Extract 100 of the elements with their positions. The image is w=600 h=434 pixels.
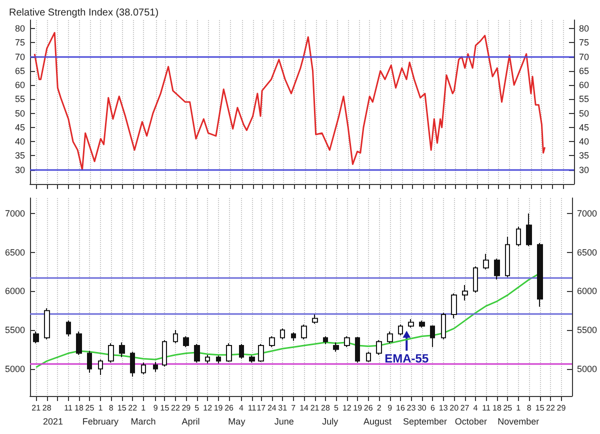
x-tick-label: 2: [376, 404, 382, 412]
y-tick-label: 6000: [4, 286, 25, 296]
x2-tick-label: 2021: [42, 416, 63, 426]
y2-tick-label: 65: [579, 66, 590, 76]
x-tick-label: 20: [450, 404, 460, 412]
y2-tick-label: 50: [579, 108, 590, 118]
candlestick: [516, 226, 521, 247]
candlestick: [291, 332, 296, 342]
x-tick-label: 30: [417, 404, 427, 412]
x-tick-label: 4: [473, 404, 478, 412]
candlestick: [398, 324, 403, 336]
x2-tick-label: November: [498, 416, 540, 426]
candlestick: [333, 342, 339, 352]
candlestick: [258, 343, 264, 362]
candlestick: [239, 343, 244, 360]
candlestick: [249, 355, 255, 364]
x-tick-label: 31: [278, 404, 288, 412]
y2-tick-label: 40: [579, 136, 590, 147]
x-tick-label: 11: [482, 404, 491, 412]
x-tick-label: 18: [74, 404, 84, 412]
candlestick: [537, 242, 543, 308]
candlestick: [451, 293, 457, 319]
candlestick: [355, 336, 360, 364]
y-tick-label: 35: [14, 150, 25, 161]
x-tick-label: 27: [460, 404, 470, 412]
candlestick: [344, 336, 350, 348]
x-tick-label: 24: [267, 404, 277, 412]
x-tick-label: 22: [170, 404, 180, 412]
y-tick-label: 30: [14, 164, 25, 175]
x-tick-label: 1: [141, 404, 146, 412]
x-tick-label: 29: [556, 404, 566, 412]
x-tick-label: 28: [42, 404, 52, 412]
annotation: EMA-55: [384, 352, 429, 366]
candlestick: [408, 318, 414, 328]
candlestick: [173, 330, 178, 344]
x2-tick-label: September: [402, 416, 448, 426]
candlestick: [269, 336, 275, 348]
x2-tick-label: June: [274, 416, 294, 426]
y-tick-label: 40: [14, 136, 25, 147]
y2-tick-label: 45: [579, 122, 590, 132]
y2-tick-label: 5500: [576, 325, 598, 335]
x-tick-label: 14: [300, 404, 310, 412]
x2-tick-label: July: [322, 416, 339, 426]
y-tick-label: 75: [14, 38, 25, 48]
y2-tick-label: 6500: [576, 247, 598, 258]
y2-tick-label: 7000: [576, 208, 598, 219]
candlestick: [162, 340, 167, 367]
y-tick-label: 5500: [4, 325, 25, 335]
x-tick-label: 28: [321, 404, 330, 412]
y2-tick-label: 55: [579, 94, 590, 104]
y-tick-label: 6500: [4, 247, 25, 258]
x2-tick-label: October: [454, 416, 487, 426]
x-tick-label: 9: [153, 404, 158, 412]
candlestick: [216, 355, 221, 364]
candlestick: [441, 312, 446, 340]
x-tick-label: 25: [85, 404, 95, 412]
candlestick: [505, 236, 510, 278]
x-tick-label: 13: [438, 404, 448, 412]
candlestick: [483, 253, 489, 270]
x-tick-label: 11: [248, 404, 257, 412]
x-tick-label: 1: [98, 404, 104, 412]
x-tick-label: 19: [214, 404, 224, 412]
x-tick-label: 19: [353, 404, 363, 412]
y2-tick-label: 60: [579, 80, 590, 90]
candlestick: [526, 213, 532, 247]
y-tick-label: 80: [14, 23, 25, 34]
x-tick-label: 9: [388, 404, 393, 412]
x2-tick-label: February: [82, 416, 119, 426]
y-tick-label: 60: [14, 80, 25, 90]
x-tick-label: 6: [430, 404, 436, 412]
y2-tick-label: 80: [579, 23, 590, 34]
candlestick: [312, 314, 318, 324]
candlestick: [366, 351, 371, 362]
x2-tick-label: March: [130, 416, 156, 426]
candlestick: [44, 308, 50, 340]
candlestick: [153, 361, 158, 372]
x2-tick-label: May: [228, 416, 246, 426]
y2-tick-label: 35: [579, 150, 590, 161]
candlestick: [462, 284, 468, 301]
x-tick-label: 16: [396, 404, 406, 412]
x-tick-label: 22: [546, 404, 556, 412]
candlestick: [494, 258, 500, 280]
y2-tick-label: 5000: [576, 364, 598, 374]
candlestick: [280, 328, 285, 340]
x-tick-label: 18: [492, 404, 502, 412]
x-tick-label: 5: [194, 404, 200, 412]
x-tick-label: 15: [160, 404, 170, 412]
candlestick: [430, 324, 435, 348]
candlestick: [87, 350, 92, 374]
candlestick: [130, 351, 135, 378]
y2-tick-label: 70: [579, 52, 590, 62]
x-tick-label: 11: [64, 404, 73, 412]
y-tick-label: 7000: [4, 208, 25, 219]
candlestick: [141, 362, 146, 375]
y-tick-label: 45: [14, 122, 25, 132]
y2-tick-label: 30: [579, 164, 590, 175]
x-tick-label: 12: [342, 404, 352, 412]
y2-tick-label: 75: [579, 38, 590, 48]
candlestick: [323, 336, 328, 344]
x-tick-label: 12: [203, 404, 213, 412]
